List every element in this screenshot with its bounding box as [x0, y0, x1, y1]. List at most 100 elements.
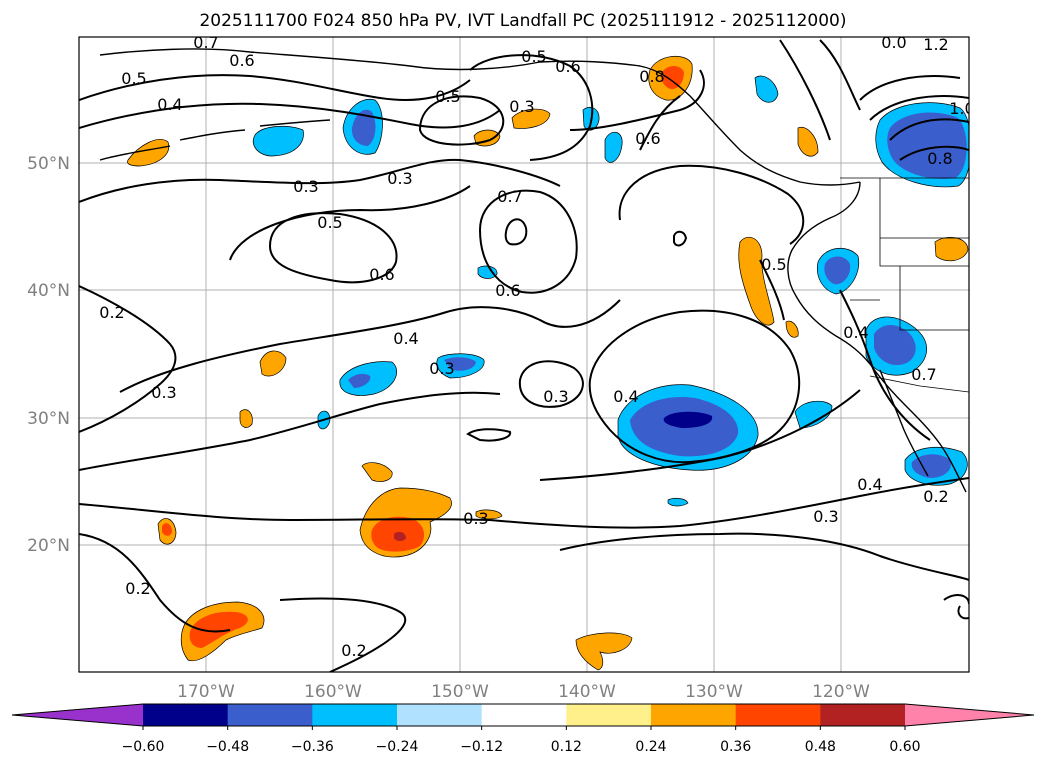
colorbar-tick-label: −0.48 — [206, 739, 249, 755]
contour-label: 0.3 — [463, 509, 488, 528]
aleutian-islands — [99, 119, 331, 161]
colorbar-extend-high — [905, 704, 1034, 726]
contour-label: 0.5 — [761, 255, 786, 274]
colorbar-extend-low — [12, 704, 143, 726]
contour-label: 0.3 — [429, 359, 454, 378]
lat-label-40n: 40°N — [27, 281, 70, 301]
ivt-positive-region — [239, 409, 253, 428]
pv-contour — [539, 389, 861, 481]
pv-contour — [839, 289, 931, 441]
lat-label-20n: 20°N — [27, 536, 70, 556]
map-title: 2025111700 F024 850 hPa PV, IVT Landfall… — [199, 11, 846, 31]
pv-contours — [79, 39, 969, 672]
ivt-positive-region — [797, 126, 819, 157]
us-mexico-border — [869, 375, 969, 393]
colorbar-segment — [651, 704, 737, 726]
colorbar-tick-label: 0.36 — [720, 739, 751, 755]
contour-label: 0.4 — [613, 387, 638, 406]
contour-label: 0.4 — [857, 475, 882, 494]
ivt-positive-core — [162, 523, 172, 536]
contour-label: 0.2 — [341, 641, 366, 660]
lon-label-120w: 120°W — [812, 682, 870, 702]
colorbar-segment — [481, 704, 567, 726]
longitude-labels: 170°W 160°W 150°W 140°W 130°W 120°W — [177, 682, 870, 702]
alaska-coastline — [99, 48, 861, 186]
ivt-positive-region — [934, 236, 969, 262]
contour-label: 0.6 — [495, 281, 520, 300]
lon-label-150w: 150°W — [431, 682, 489, 702]
ivt-positive-region — [259, 350, 287, 377]
map-background — [79, 37, 969, 672]
coastlines — [99, 48, 967, 493]
colorbar-ticks: −0.60 −0.48 −0.36 −0.24 −0.12 0.12 0.24 0.36 0.4… — [122, 726, 921, 755]
colorbar-segment — [735, 704, 821, 726]
contour-label: 0.3 — [813, 507, 838, 526]
ivt-positive-region — [575, 632, 633, 671]
ivt-positive-core — [189, 611, 248, 648]
ivt-negative-region — [604, 132, 623, 163]
contour-label: 0.3 — [151, 383, 176, 402]
pv-contour — [79, 533, 231, 633]
colorbar-tick-label: −0.12 — [460, 739, 503, 755]
pv-contour — [779, 39, 861, 141]
ivt-negative-core — [444, 357, 476, 371]
contour-label: 0.7 — [497, 187, 522, 206]
pv-contour — [418, 95, 505, 146]
colorbar-tick-label: 0.60 — [889, 739, 920, 755]
pv-contour — [79, 285, 177, 433]
ivt-negative-core — [351, 109, 376, 146]
ivt-negative-core — [348, 373, 371, 388]
ivt-positive-region — [127, 139, 170, 167]
contour-label: 0.6 — [555, 57, 580, 76]
colorbar-segment — [143, 704, 229, 726]
colorbar-tick-label: 0.12 — [551, 739, 582, 755]
contour-label: 0.7 — [193, 33, 218, 52]
ivt-positive-core — [661, 66, 684, 90]
map-frame — [78, 36, 970, 673]
contour-label: 0.6 — [229, 51, 254, 70]
pv-contour — [79, 74, 471, 101]
pv-contour — [469, 54, 594, 161]
ivt-negative-region — [794, 400, 833, 429]
ivt-positive-region — [785, 320, 799, 338]
political-borders — [840, 177, 969, 393]
lon-label-130w: 130°W — [685, 682, 743, 702]
colorbar-segment — [566, 704, 652, 726]
contour-label: 0.0 — [881, 33, 906, 52]
contour-label: 0.5 — [121, 69, 146, 88]
contour-label: 0.6 — [369, 265, 394, 284]
ivt-negative-core — [887, 112, 967, 179]
contour-label: 0.4 — [393, 329, 418, 348]
contour-label: 0.2 — [99, 303, 124, 322]
colorbar-tick-label: 0.24 — [635, 739, 666, 755]
pv-contour — [673, 230, 688, 247]
pv-contour — [79, 391, 501, 471]
ivt-positive-region — [511, 108, 551, 129]
north-america-coastline — [787, 181, 967, 493]
pv-contour — [618, 164, 805, 245]
contour-label: 0.5 — [435, 87, 460, 106]
pv-contour — [478, 189, 578, 294]
contour-label: 0.2 — [923, 487, 948, 506]
contour-label: 0.8 — [639, 67, 664, 86]
ivt-positive-region — [475, 509, 503, 520]
ivt-negative-region — [477, 265, 498, 279]
colorbar-segment — [312, 704, 398, 726]
ivt-negative-core — [874, 325, 916, 366]
lat-label-50n: 50°N — [27, 154, 70, 174]
contour-label: 1.0 — [949, 99, 974, 118]
ivt-negative-region — [754, 75, 779, 103]
pv-contour — [79, 477, 969, 529]
lon-label-140w: 140°W — [558, 682, 616, 702]
lon-label-160w: 160°W — [304, 682, 362, 702]
contour-label: 0.3 — [387, 169, 412, 188]
state-border — [850, 178, 969, 331]
contour-label: 0.3 — [293, 177, 318, 196]
pv-contour — [639, 95, 681, 151]
latitude-labels: 50°N 40°N 30°N 20°N — [27, 154, 70, 556]
pv-contour — [569, 69, 705, 131]
colorbar-segment — [397, 704, 483, 726]
contour-label: 0.6 — [635, 129, 660, 148]
contour-labels: 0.7 0.6 0.5 0.4 0.5 0.3 0.5 0.6 0.8 0.6 … — [99, 33, 974, 660]
lon-label-170w: 170°W — [177, 682, 235, 702]
